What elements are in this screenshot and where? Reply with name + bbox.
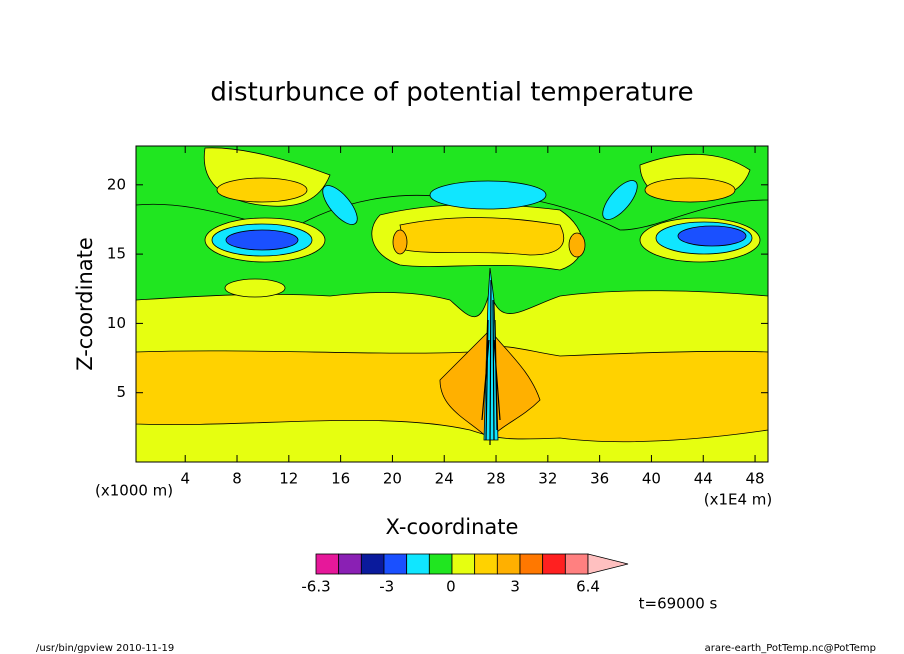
colorbar-tick-label: 6.4: [576, 578, 600, 596]
colorbar-box: [496, 553, 521, 575]
field-blob: [392, 229, 408, 255]
colorbar-box: [451, 553, 476, 575]
x-axis-label: X-coordinate: [386, 515, 519, 539]
colorbar-tick-label: -6.3: [301, 578, 330, 596]
colorbar-box: [474, 553, 498, 575]
colorbar-box: [428, 553, 453, 575]
footer-right: arare-earth_PotTemp.nc@PotTemp: [705, 643, 876, 654]
field-plume-lines: [481, 279, 501, 446]
x-tick-label: 16: [331, 470, 350, 488]
field-blob: [224, 278, 286, 298]
colorbar-box: [564, 553, 589, 575]
field-blob: [225, 229, 299, 251]
field-blob: [602, 180, 638, 220]
contour-field: [136, 146, 768, 462]
y-tick-label: 10: [107, 314, 126, 332]
x-tick-label: 4: [180, 470, 190, 488]
x-tick-label: 40: [642, 470, 661, 488]
x-tick-label: 12: [279, 470, 298, 488]
field-blob: [322, 185, 358, 225]
colorbar-extension: [587, 553, 629, 575]
y-tick-label: 15: [107, 245, 126, 263]
colorbar-tick-label: 3: [510, 578, 520, 596]
time-note: t=69000 s: [639, 595, 718, 613]
y-axis-label: Z-coordinate: [73, 237, 97, 371]
y-tick-label: 20: [107, 175, 126, 193]
plot-frame: [135, 145, 769, 463]
colorbar-box: [338, 553, 362, 575]
field-blob: [429, 180, 547, 210]
x-tick-label: 20: [383, 470, 402, 488]
field-blob: [216, 177, 308, 203]
chart-title: disturbunce of potential temperature: [210, 78, 693, 108]
footer-left: /usr/bin/gpview 2010-11-19: [36, 643, 174, 654]
x-unit-note: (x1E4 m): [704, 491, 773, 509]
x-tick-label: 32: [538, 470, 557, 488]
colorbar-box: [315, 553, 340, 575]
colorbar-box: [383, 553, 408, 575]
colorbar-box: [519, 553, 544, 575]
colorbar-tick-label: 0: [446, 578, 456, 596]
field-blob: [568, 232, 586, 258]
field-blob: [399, 217, 565, 256]
field-blob: [677, 225, 747, 247]
field-blob: [644, 177, 736, 203]
colorbar-box: [360, 553, 385, 575]
colorbar-tick-label: -3: [379, 578, 394, 596]
y-tick-label: 5: [116, 383, 126, 401]
x-tick-label: 48: [746, 470, 765, 488]
colorbar-box: [406, 553, 430, 575]
x-tick-label: 44: [694, 470, 713, 488]
x-tick-label: 8: [232, 470, 242, 488]
colorbar-box: [542, 553, 566, 575]
x-tick-label: 28: [486, 470, 505, 488]
y-unit-note: (x1000 m): [95, 482, 173, 500]
x-tick-label: 36: [590, 470, 609, 488]
x-tick-label: 24: [435, 470, 454, 488]
